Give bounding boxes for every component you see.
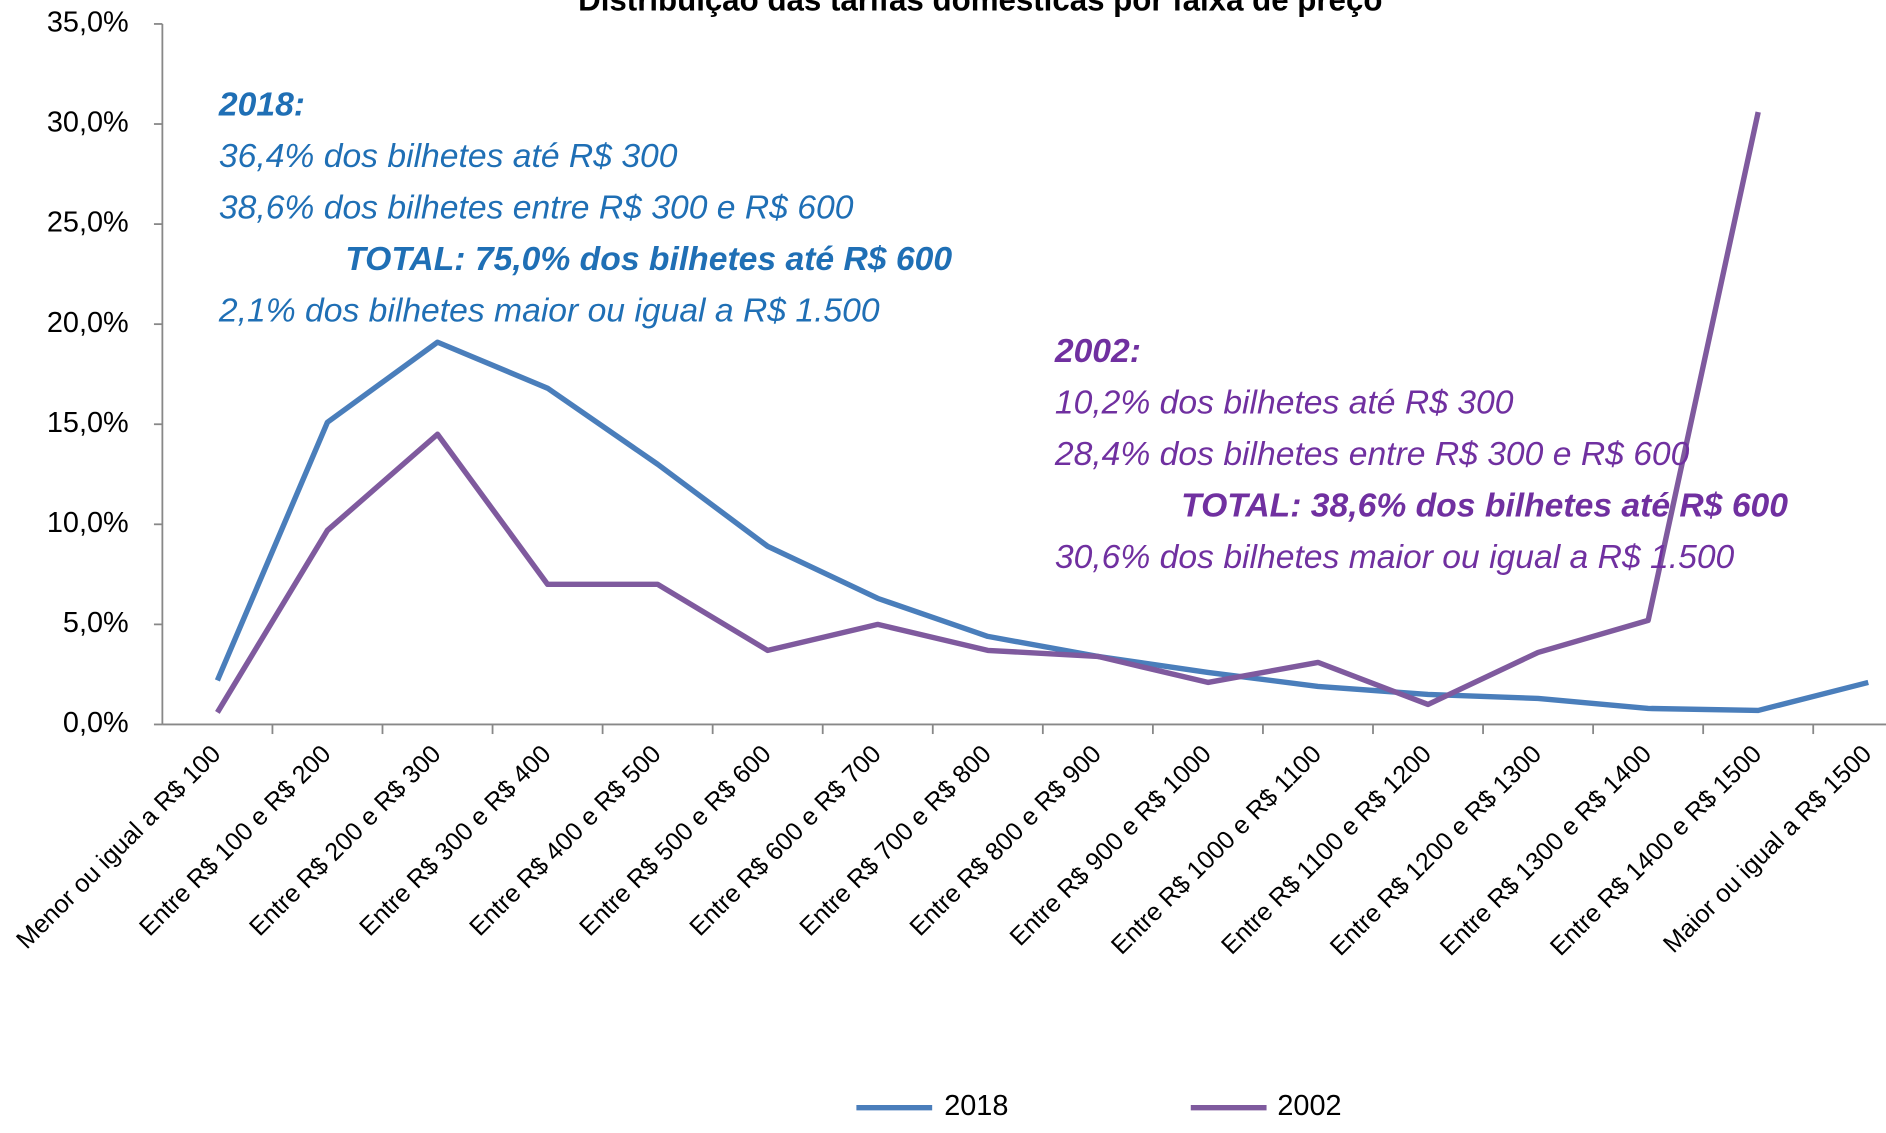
x-tick-label: Entre R$ 1200 e R$ 1300 (1325, 740, 1547, 961)
annotation: 2,1% dos bilhetes maior ou igual a R$ 1.… (218, 292, 880, 329)
annotation: 38,6% dos bilhetes entre R$ 300 e R$ 600 (219, 189, 854, 226)
annotation: 10,2% dos bilhetes até R$ 300 (1055, 385, 1514, 422)
annotation: 28,4% dos bilhetes entre R$ 300 e R$ 600 (1054, 436, 1690, 473)
x-tick-label: Entre R$ 700 e R$ 800 (794, 740, 996, 942)
series-line (214, 339, 1869, 714)
x-tick-label: Entre R$ 800 e R$ 900 (904, 740, 1106, 942)
x-tick-label: Entre R$ 1100 e R$ 1200 (1216, 740, 1437, 960)
x-tick-label: Entre R$ 1300 e R$ 1400 (1435, 740, 1657, 961)
legend-label: 2018 (944, 1090, 1008, 1122)
y-tick-label: 15,0% (47, 407, 129, 439)
annotation: TOTAL: 38,6% dos bilhetes até R$ 600 (1181, 488, 1788, 525)
y-tick-label: 0,0% (63, 707, 129, 739)
x-tick-label: Entre R$ 300 e R$ 400 (354, 740, 556, 942)
y-tick-label: 35,0% (47, 7, 129, 39)
x-tick-label: Entre R$ 200 e R$ 300 (244, 740, 446, 942)
legend-label: 2002 (1277, 1090, 1341, 1122)
chart-title: Distribuição das tarifas domésticas por … (578, 0, 1382, 18)
y-tick-label: 25,0% (47, 207, 129, 239)
annotation: 30,6% dos bilhetes maior ou igual a R$ 1… (1055, 539, 1735, 576)
x-tick-label: Entre R$ 500 e R$ 600 (574, 740, 776, 942)
y-tick-label: 10,0% (47, 507, 129, 539)
x-tick-label: Entre R$ 1000 e R$ 1100 (1106, 740, 1327, 960)
y-tick-label: 30,0% (47, 107, 129, 139)
x-tick-label: Entre R$ 600 e R$ 700 (684, 740, 886, 942)
y-tick-label: 20,0% (47, 307, 129, 339)
x-tick-label: Entre R$ 900 e R$ 1000 (1005, 740, 1217, 951)
x-tick-label: Maior ou igual a R$ 1500 (1658, 740, 1877, 958)
x-tick-label: Entre R$ 100 e R$ 200 (134, 740, 336, 942)
annotation: TOTAL: 75,0% dos bilhetes até R$ 600 (345, 241, 952, 278)
annotation: 2018: (218, 86, 305, 123)
annotation: 36,4% dos bilhetes até R$ 300 (219, 138, 678, 175)
series-line (215, 111, 1761, 714)
y-tick-label: 5,0% (63, 607, 129, 639)
annotation: 2002: (1054, 333, 1141, 370)
x-tick-label: Entre R$ 400 e R$ 500 (464, 740, 666, 942)
x-tick-label: Menor ou igual a R$ 100 (11, 740, 226, 954)
x-tick-label: Entre R$ 1400 e R$ 1500 (1545, 740, 1767, 961)
